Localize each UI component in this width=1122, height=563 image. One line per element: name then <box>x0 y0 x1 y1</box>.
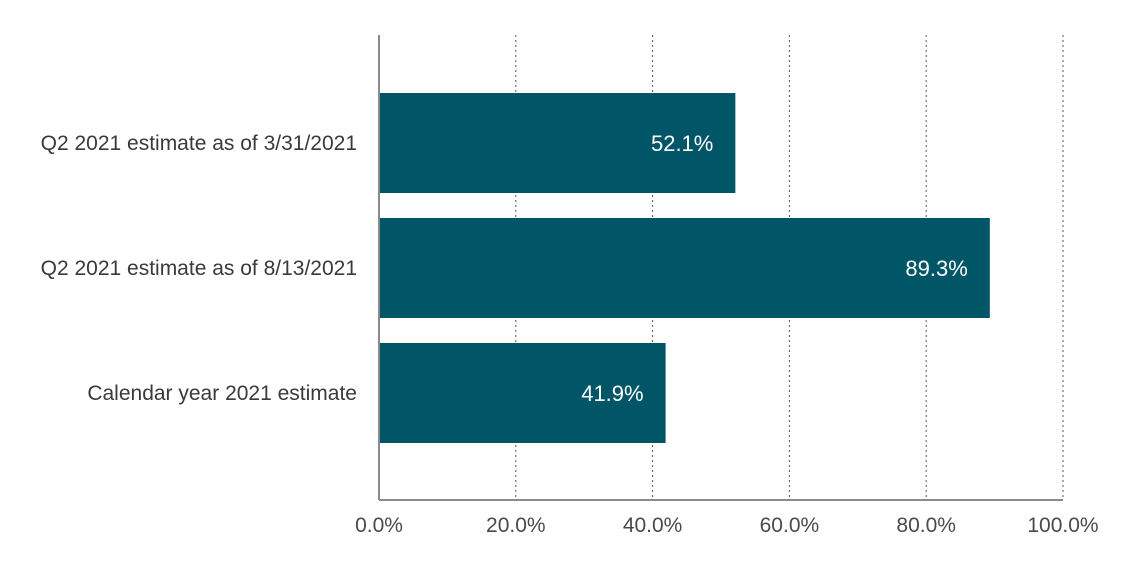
x-tick-labels: 0.0% 20.0% 40.0% 60.0% 80.0% 100.0% <box>355 514 1099 537</box>
x-tick-label: 40.0% <box>623 514 683 537</box>
category-label: Calendar year 2021 estimate <box>87 382 357 405</box>
data-labels: 52.1% 89.3% 41.9% <box>581 131 968 406</box>
bar <box>379 343 666 443</box>
bar-value-label: 41.9% <box>581 381 643 406</box>
bar-value-label: 52.1% <box>651 131 713 156</box>
category-label: Q2 2021 estimate as of 8/13/2021 <box>41 257 357 280</box>
bar <box>379 93 736 193</box>
category-label: Q2 2021 estimate as of 3/31/2021 <box>41 132 357 155</box>
x-tick-label: 0.0% <box>355 514 403 537</box>
bar <box>379 218 990 318</box>
bars <box>379 93 990 443</box>
x-tick-label: 20.0% <box>486 514 546 537</box>
category-labels: Q2 2021 estimate as of 3/31/2021 Q2 2021 … <box>41 132 357 405</box>
bar-value-label: 89.3% <box>905 256 967 281</box>
x-tick-label: 60.0% <box>760 514 820 537</box>
x-tick-label: 100.0% <box>1027 514 1098 537</box>
x-tick-label: 80.0% <box>896 514 956 537</box>
